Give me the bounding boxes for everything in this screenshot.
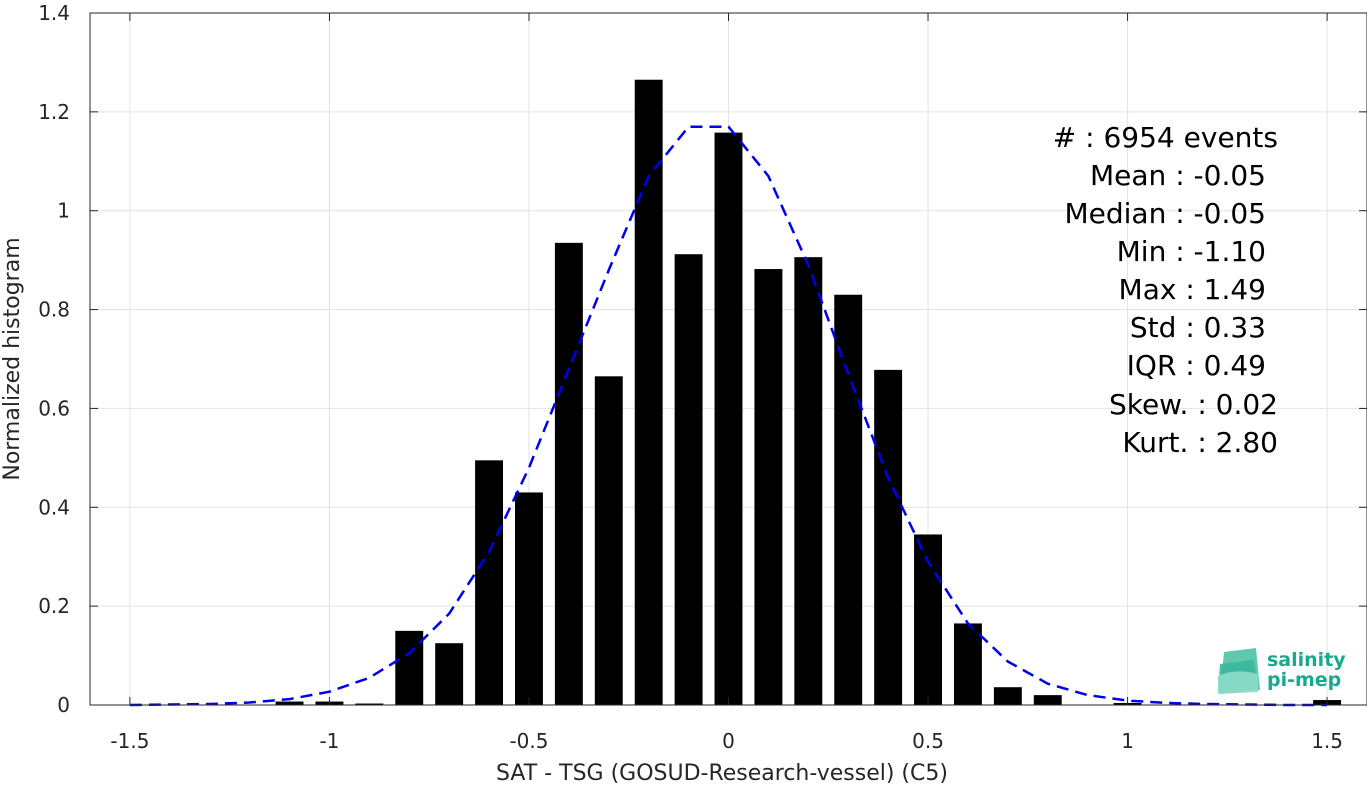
x-axis-title: SAT - TSG (GOSUD-Research-vessel) (C5) [496,761,948,785]
histogram-bar [794,257,823,705]
y-tick-label: 0.8 [38,298,70,322]
histogram-bar [355,703,384,705]
stat-kurt: Kurt. : 2.80 [1122,426,1278,459]
x-tick-label: 1 [1121,729,1134,753]
y-axis-title: Normalized histogram [0,237,25,480]
histogram-bar [554,242,583,706]
y-tick-label: 0.2 [38,594,70,618]
histogram-bar [634,79,663,705]
histogram-bar [993,687,1022,705]
stat-median: Median : -0.05 [1064,197,1266,230]
histogram-bar [395,630,424,705]
histogram-bar [515,492,543,705]
histogram-bar [754,269,783,705]
histogram-bar [275,701,304,705]
logo-text-line1: salinity [1267,649,1346,671]
histogram-bar [953,623,982,705]
y-tick-label: 0 [57,693,70,717]
histogram-bar [834,294,863,705]
stat-max: Max : 1.49 [1119,273,1266,306]
y-tick-label: 1.2 [38,100,70,124]
x-tick-label: 0.5 [912,729,944,753]
y-axis-ticks: 0 0.2 0.4 0.6 0.8 1 1.2 1.4 [38,1,1367,717]
stat-iqr: IQR : 0.49 [1127,349,1266,382]
y-tick-label: 1 [57,199,70,223]
stat-events: # : 6954 events [1053,121,1278,154]
histogram-bar [435,643,464,705]
histogram-bar [594,376,623,705]
x-axis-ticks: -1.5 -1 -0.5 0 0.5 1 1.5 [110,13,1343,753]
histogram-bar [674,254,703,705]
histogram-bars [275,79,1342,706]
stats-box: # : 6954 events Mean : -0.05 Median : -0… [1053,121,1278,459]
stat-mean: Mean : -0.05 [1090,159,1266,192]
y-tick-label: 0.4 [38,495,70,519]
y-tick-label: 1.4 [38,1,70,25]
x-tick-label: -0.5 [509,729,548,753]
stat-skew: Skew. : 0.02 [1109,388,1278,421]
wave-logo-icon [1218,648,1260,694]
x-tick-label: 0 [722,729,735,753]
histogram-bar [874,369,903,705]
histogram-bar [1033,695,1062,705]
histogram-bar [714,132,743,706]
x-tick-label: -1.5 [110,729,149,753]
stat-min: Min : -1.10 [1117,235,1266,268]
logo-text-line2: pi-mep [1267,669,1341,691]
x-tick-label: 1.5 [1311,729,1343,753]
fit-curve [129,125,1328,707]
stat-std: Std : 0.33 [1130,311,1266,344]
salinity-pimep-logo: salinity pi-mep [1218,648,1346,694]
y-tick-label: 0.6 [38,396,70,420]
histogram-bar [475,460,504,705]
x-tick-label: -1 [319,729,339,753]
